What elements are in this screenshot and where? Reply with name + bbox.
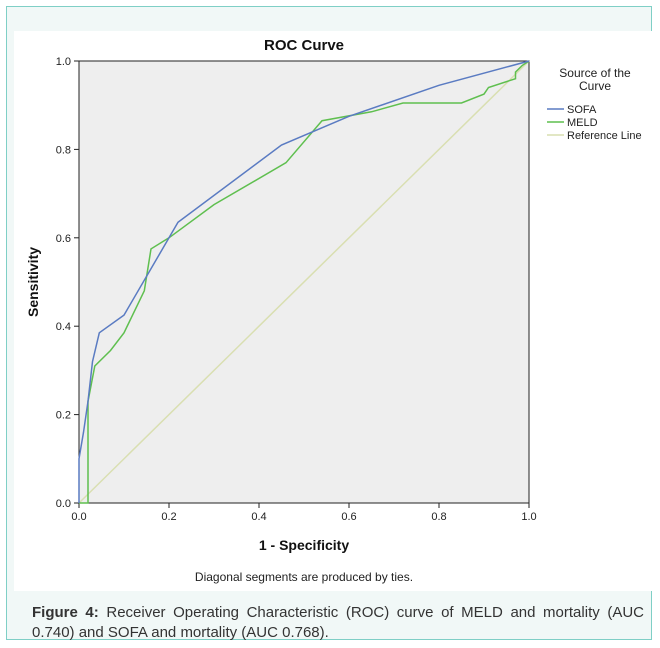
- series-line-reference-line: [78, 60, 530, 504]
- x-tick-label: 0.4: [251, 511, 266, 523]
- series-line-sofa: [78, 60, 530, 503]
- legend-label: Reference Line: [567, 130, 642, 142]
- y-tick-label: 1.0: [56, 56, 71, 68]
- chart-footnote: Diagonal segments are produced by ties.: [195, 570, 413, 584]
- legend-label: SOFA: [567, 104, 597, 116]
- x-tick-label: 0.6: [341, 511, 356, 523]
- y-tick-label: 0.8: [56, 144, 71, 156]
- y-tick-label: 0.4: [56, 321, 71, 333]
- x-tick-label: 0.0: [71, 511, 86, 523]
- chart-title: ROC Curve: [264, 37, 344, 54]
- y-tick-label: 0.2: [56, 410, 71, 422]
- roc-chart: ROC Curve 0.0 0.2 0.4 0.6 0.8 1.0 0.0 0.2 0.4 0.6 0…: [25, 37, 642, 584]
- legend-title-line2: Curve: [579, 79, 611, 93]
- caption-label: Figure 4:: [32, 604, 99, 621]
- x-axis-label: 1 - Specificity: [259, 537, 349, 553]
- figure-caption: Figure 4: Receiver Operating Characteris…: [32, 603, 644, 643]
- caption-text: Receiver Operating Characteristic (ROC) …: [32, 604, 644, 641]
- x-tick-label: 0.2: [161, 511, 176, 523]
- legend-label: MELD: [567, 117, 598, 129]
- figure-frame: ROC Curve 0.0 0.2 0.4 0.6 0.8 1.0 0.0 0.2 0.4 0.6 0…: [6, 6, 656, 643]
- x-tick-label: 0.8: [431, 511, 446, 523]
- chart-container: ROC Curve 0.0 0.2 0.4 0.6 0.8 1.0 0.0 0.2 0.4 0.6 0…: [14, 31, 656, 591]
- series-line-meld: [79, 60, 530, 504]
- y-tick-label: 0.6: [56, 233, 71, 245]
- y-tick-label: 0.0: [56, 498, 71, 510]
- y-axis-label: Sensitivity: [25, 247, 41, 317]
- legend-title: Source of the: [559, 66, 631, 80]
- x-tick-label: 1.0: [521, 511, 536, 523]
